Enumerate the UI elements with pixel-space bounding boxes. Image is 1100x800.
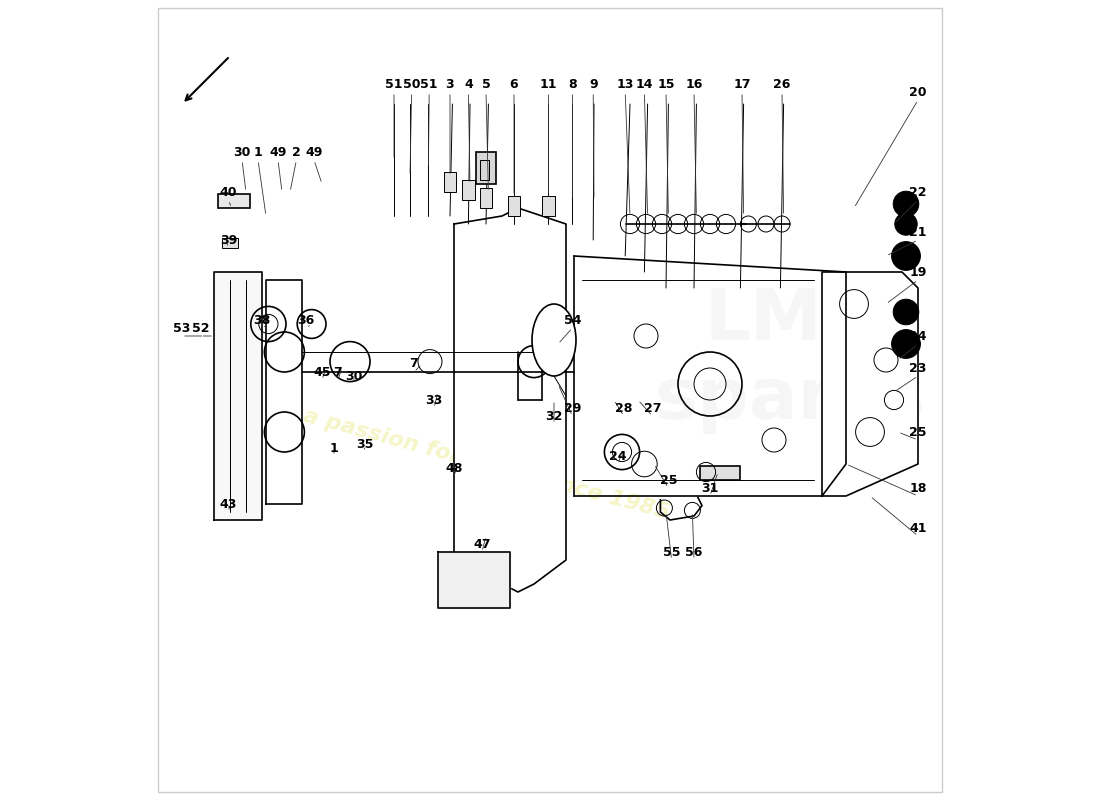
Text: 25: 25 [910,426,926,438]
Text: 2: 2 [292,146,300,158]
Text: 22: 22 [910,186,926,198]
Text: 53: 53 [174,322,190,334]
Text: 21: 21 [910,226,926,238]
Polygon shape [438,552,510,608]
Bar [476,152,496,184]
Text: 48: 48 [446,462,463,474]
Text: 56: 56 [685,546,703,558]
Circle shape [892,330,921,358]
Text: 51: 51 [420,78,438,90]
Polygon shape [266,280,302,504]
Text: 20: 20 [910,86,926,98]
Text: 13: 13 [616,78,634,90]
Text: 19: 19 [910,266,926,278]
Text: 36: 36 [297,314,315,326]
Bar [462,180,475,200]
Text: 28: 28 [615,402,632,414]
Bar [701,466,740,480]
Text: 24: 24 [910,330,926,342]
Text: 45: 45 [314,366,331,378]
Text: 40: 40 [220,186,238,198]
Text: 30: 30 [233,146,251,158]
Text: 25: 25 [660,474,678,486]
Text: 49: 49 [306,146,322,158]
Text: 41: 41 [910,522,926,534]
Text: 9: 9 [588,78,597,90]
Text: 52: 52 [191,322,209,334]
Text: 43: 43 [220,498,238,510]
Bar [507,196,520,216]
Text: 50: 50 [403,78,420,90]
Text: 6: 6 [509,78,518,90]
Text: 4: 4 [464,78,473,90]
Text: 18: 18 [910,482,926,494]
Text: 38: 38 [253,314,271,326]
Text: 54: 54 [563,314,581,326]
Text: 55: 55 [663,546,680,558]
Circle shape [892,242,921,270]
Bar [480,160,490,180]
Text: 5: 5 [482,78,491,90]
Circle shape [894,213,917,235]
Text: 39: 39 [220,234,236,246]
Text: 11: 11 [540,78,557,90]
Text: 31: 31 [702,482,718,494]
Text: 23: 23 [910,362,926,374]
Bar [222,238,238,248]
Polygon shape [214,272,262,520]
Bar [542,196,554,216]
Text: 1: 1 [254,146,263,158]
Circle shape [893,299,918,325]
Bar [480,188,493,208]
Text: 32: 32 [546,410,563,422]
Text: 8: 8 [568,78,576,90]
Text: 1: 1 [330,442,339,454]
Text: 29: 29 [563,402,581,414]
Ellipse shape [532,304,576,376]
Text: 27: 27 [644,402,661,414]
Text: 16: 16 [685,78,703,90]
Text: 14: 14 [636,78,653,90]
Text: 3: 3 [446,78,454,90]
Text: 24: 24 [609,450,627,462]
Text: 47: 47 [473,538,491,550]
Text: 7: 7 [333,366,342,378]
Circle shape [893,191,918,217]
Text: a passion for parts since 1985: a passion for parts since 1985 [300,406,671,522]
Text: 17: 17 [734,78,750,90]
Text: 15: 15 [658,78,674,90]
Text: 30: 30 [345,370,363,382]
Bar [443,172,456,192]
Text: 49: 49 [270,146,287,158]
Polygon shape [454,208,566,592]
Text: 33: 33 [426,394,442,406]
Text: 7: 7 [409,358,418,370]
Text: 26: 26 [773,78,791,90]
Text: 51: 51 [385,78,403,90]
Bar [218,194,250,208]
Polygon shape [822,272,918,496]
Text: LMC
spares: LMC spares [654,286,925,434]
Text: 35: 35 [355,438,373,450]
